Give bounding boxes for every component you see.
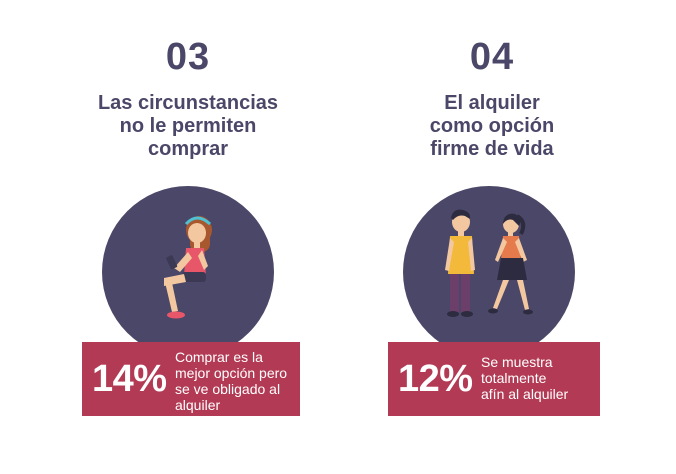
item-title-line: no le permiten <box>119 115 257 137</box>
item-03: 03 Las circunstancias no le permiten com… <box>58 0 318 474</box>
couple-walking-illustration <box>445 209 533 317</box>
item-title: Las circunstancias no le permiten compra… <box>58 92 318 161</box>
stat-description-line: alquiler <box>175 397 221 413</box>
illustration-circle <box>403 186 575 358</box>
stat-description-line: totalmente <box>481 370 547 386</box>
stat-percent: 14% <box>92 358 167 400</box>
stat-box: 12% Se muestra totalmente afín al alquil… <box>388 342 600 416</box>
stat-percent: 12% <box>398 358 473 400</box>
illustration-circle <box>102 186 274 358</box>
item-title-line: comprar <box>147 138 229 160</box>
item-title: El alquiler como opción firme de vida <box>362 92 622 161</box>
item-title-line: El alquiler <box>444 92 540 114</box>
item-title-line: firme de vida <box>430 138 554 160</box>
item-title-line: como opción <box>429 115 555 137</box>
stat-description-line: afín al alquiler <box>481 386 569 402</box>
item-number: 04 <box>469 36 515 78</box>
stat-description: Comprar es la mejor opción pero se ve ob… <box>175 349 300 413</box>
item-title-line: Las circunstancias <box>97 92 279 114</box>
stat-description-line: Se muestra <box>481 354 553 370</box>
stat-description-line: se ve obligado al <box>175 381 281 397</box>
stat-box: 14% Comprar es la mejor opción pero se v… <box>82 342 300 416</box>
item-number: 03 <box>165 36 211 78</box>
item-04: 04 El alquiler como opción firme de vida <box>362 0 622 474</box>
stat-description-line: Comprar es la <box>175 349 263 365</box>
woman-sitting-with-phone-illustration <box>164 216 212 319</box>
stat-description: Se muestra totalmente afín al alquiler <box>481 354 599 402</box>
stat-description-line: mejor opción pero <box>175 365 288 381</box>
